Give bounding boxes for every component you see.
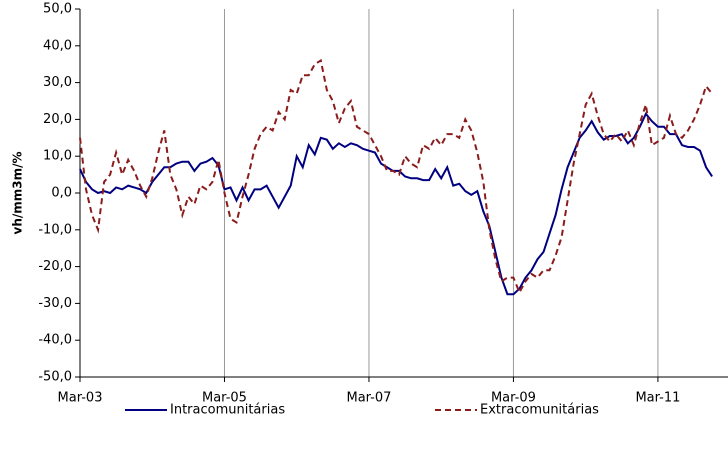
y-tick-label: 40,0 [43, 38, 72, 53]
y-tick-label: -20,0 [38, 259, 72, 274]
x-tick-label: Mar-03 [58, 391, 103, 406]
y-tick-label: -40,0 [38, 333, 72, 348]
y-tick-label: 10,0 [43, 149, 72, 164]
series-line [79, 112, 713, 296]
y-tick-label: -30,0 [38, 296, 72, 311]
y-tick-label: 50,0 [43, 2, 72, 17]
y-tick-label: -50,0 [38, 370, 72, 385]
x-tick-label: Mar-09 [491, 391, 536, 406]
x-tick-label: Mar-11 [635, 391, 680, 406]
series-line [79, 58, 713, 295]
x-tick-label: Mar-05 [202, 391, 247, 406]
y-tick-label: 30,0 [43, 75, 72, 90]
legend-label: Intracomunitárias [170, 403, 285, 418]
legend-label: Extracomunitárias [480, 403, 599, 418]
y-tick-label: -10,0 [38, 222, 72, 237]
x-tick-label: Mar-07 [346, 391, 391, 406]
y-tick-label: 0,0 [51, 186, 72, 201]
y-axis-label: vh/mm3m/% [11, 151, 25, 234]
y-tick-label: 20,0 [43, 112, 72, 127]
